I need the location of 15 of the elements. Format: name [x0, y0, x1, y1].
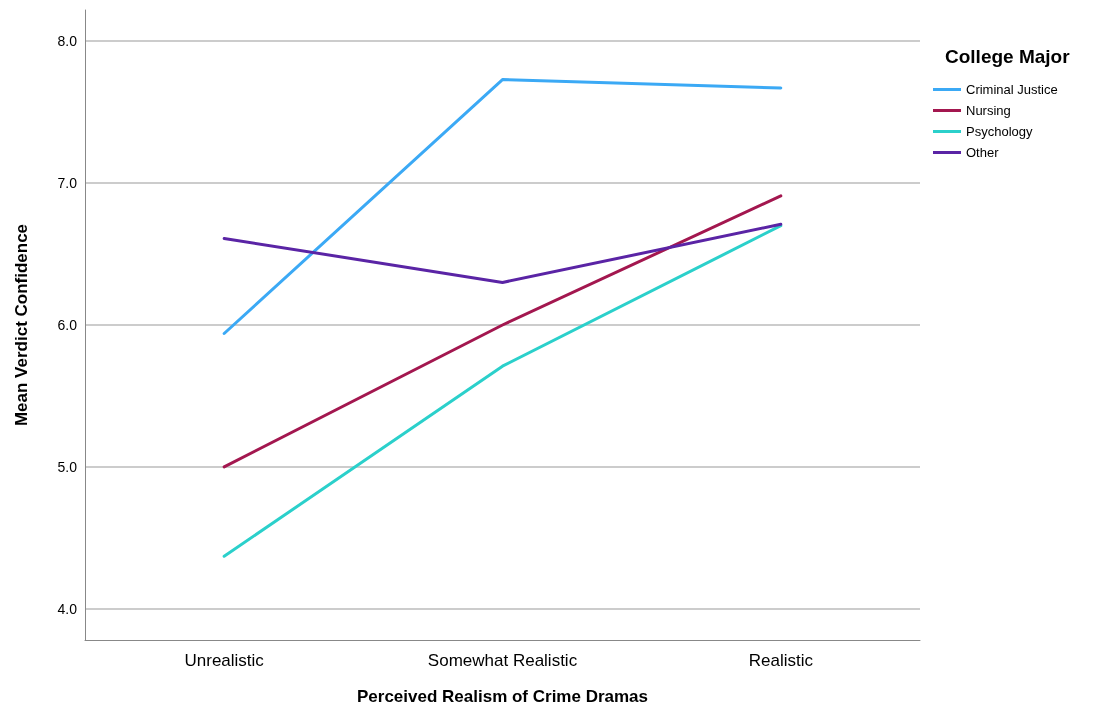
x-axis-title: Perceived Realism of Crime Dramas — [356, 687, 649, 706]
x-tick-label: Realistic — [748, 651, 814, 670]
y-tick-label: 4.0 — [57, 600, 78, 617]
x-tick-label: Unrealistic — [184, 651, 265, 670]
y-tick-label: 6.0 — [57, 317, 78, 333]
legend-title: College Major — [945, 46, 1071, 67]
legend-label: Other — [966, 145, 1000, 160]
legend-label: Criminal Justice — [966, 82, 1058, 97]
y-tick-label: 8.0 — [57, 33, 78, 50]
y-axis-title: Mean Verdict Confidence — [12, 223, 31, 427]
x-tick-label: Somewhat Realistic — [427, 651, 578, 670]
y-tick-label: 5.0 — [57, 458, 78, 475]
y-tick-label: 7.0 — [57, 175, 78, 192]
legend-label: Nursing — [966, 103, 1011, 118]
legend-label: Psychology — [966, 124, 1033, 139]
